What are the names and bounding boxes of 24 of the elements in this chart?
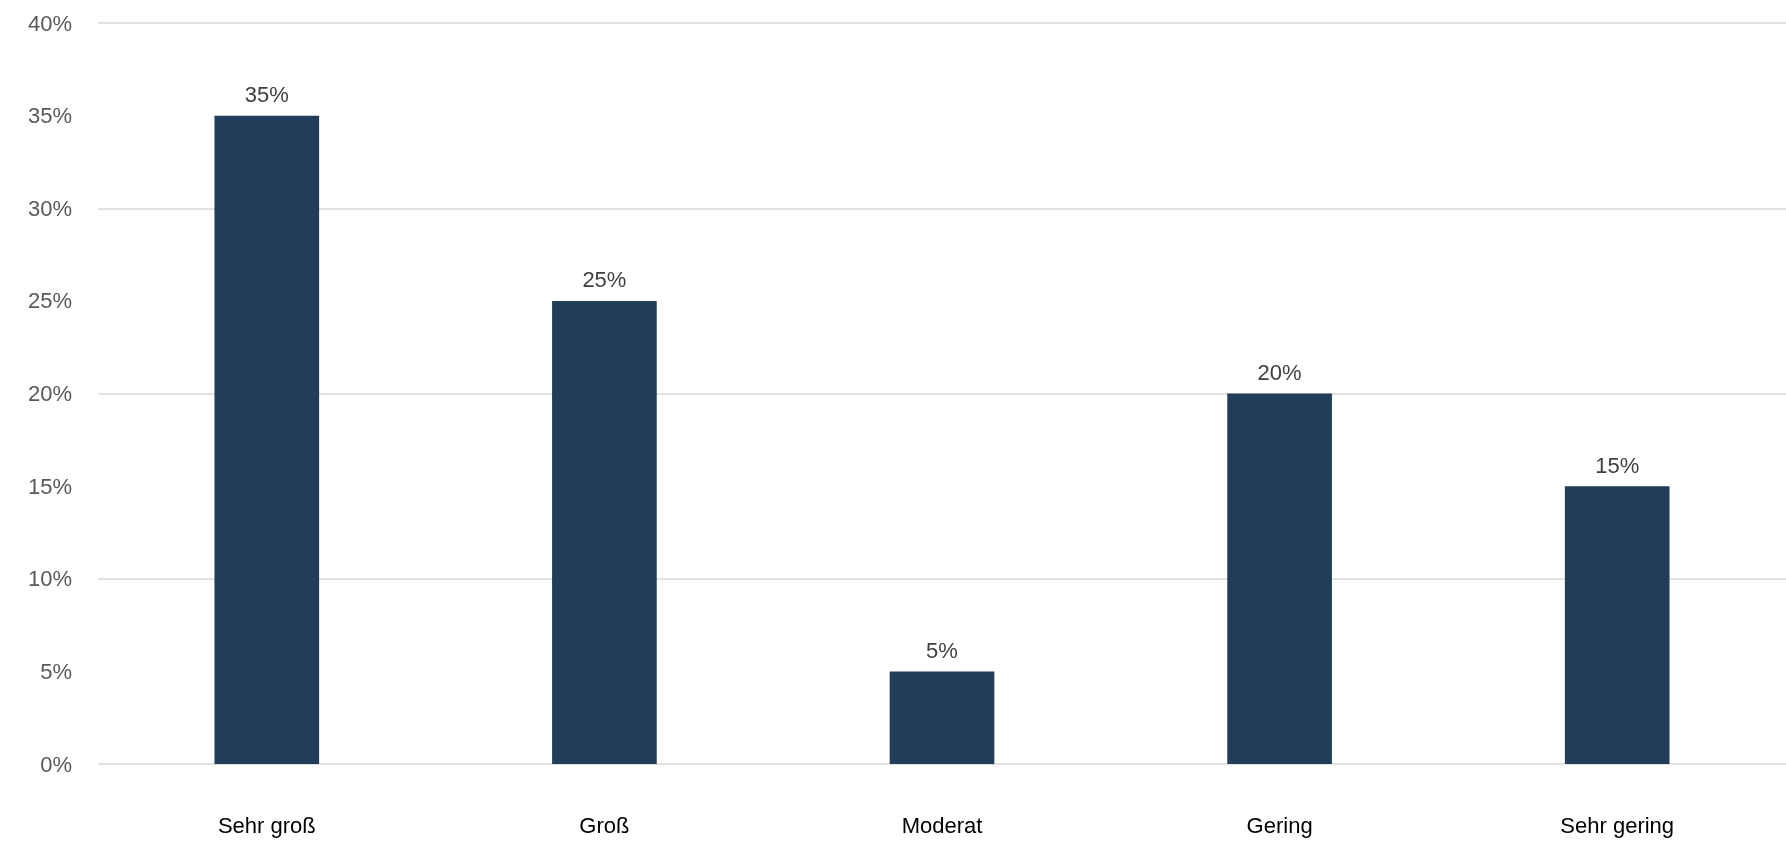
y-tick-label: 0% [40,751,72,777]
x-tick-label: Sehr gering [1560,812,1675,838]
y-tick-label: 10% [27,566,72,592]
x-tick-label: Gering [1246,812,1313,838]
bar [1564,486,1670,764]
data-label: 5% [926,637,958,663]
y-tick-label: 5% [40,658,72,684]
bar [552,300,657,764]
bar [1227,393,1332,764]
data-label: 20% [1257,360,1302,385]
y-tick-label: 20% [27,381,72,406]
x-tick-label: Sehr groß [217,812,316,838]
x-tick-label: Moderat [901,812,983,838]
x-tick-label: Groß [579,812,630,838]
bar [214,115,320,764]
y-tick-label: 25% [27,288,72,314]
bar [889,671,995,764]
y-tick-label: 40% [27,10,72,36]
data-label: 25% [582,267,627,293]
data-label: 15% [1595,452,1640,478]
y-tick-label: 35% [27,103,72,129]
data-label: 35% [244,82,289,108]
y-tick-label: 15% [27,473,72,499]
y-tick-label: 30% [27,195,72,221]
